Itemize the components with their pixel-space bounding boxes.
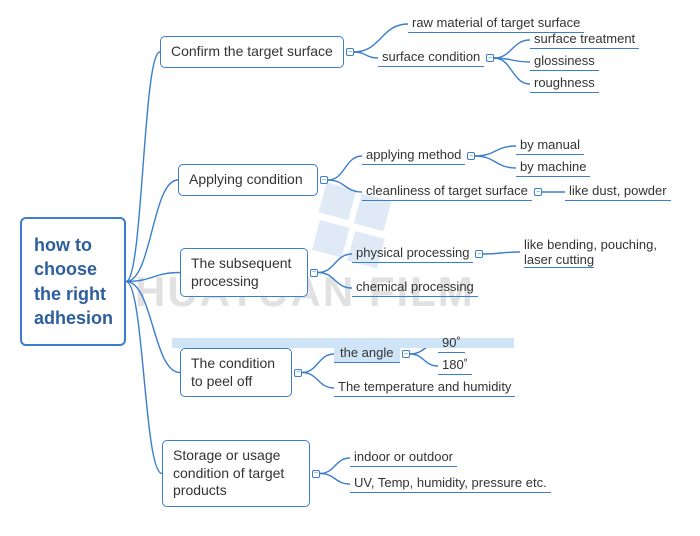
mindmap-branch: Applying condition [178, 164, 318, 196]
expand-junction-icon: − [346, 48, 354, 56]
expand-junction-icon: − [310, 269, 318, 277]
mindmap-leaf: indoor or outdoor [350, 448, 457, 467]
mindmap-branch: Confirm the target surface [160, 36, 344, 68]
mindmap-leaf: by machine [516, 158, 590, 177]
expand-junction-icon: − [486, 54, 494, 62]
mindmap-branch: Storage or usagecondition of targetprodu… [162, 440, 310, 507]
expand-junction-icon: − [294, 369, 302, 377]
mindmap-leaf: cleanliness of target surface [362, 182, 532, 201]
mindmap-leaf: glossiness [530, 52, 599, 71]
mindmap-leaf: by manual [516, 136, 584, 155]
expand-junction-icon: − [534, 188, 542, 196]
mindmap-leaf: the angle [334, 344, 400, 363]
mindmap-leaf: roughness [530, 74, 599, 93]
mindmap-leaf: chemical processing [352, 278, 478, 297]
mindmap-leaf: surface treatment [530, 30, 639, 49]
mindmap-leaf: 90˚ [438, 334, 465, 353]
expand-junction-icon: − [475, 250, 483, 258]
mindmap-leaf: The temperature and humidity [334, 378, 515, 397]
mindmap-leaf: applying method [362, 146, 465, 165]
expand-junction-icon: − [467, 152, 475, 160]
expand-junction-icon: − [312, 470, 320, 478]
mindmap-root: how tochoosethe rightadhesion [20, 217, 126, 346]
mindmap-leaf: physical processing [352, 244, 473, 263]
mindmap-leaf: like bending, pouching,laser cutting [520, 236, 661, 270]
mindmap-leaf: 180˚ [438, 356, 472, 375]
mindmap-branch: The conditionto peel off [180, 348, 292, 397]
mindmap-leaf: surface condition [378, 48, 484, 67]
mindmap-leaf: like dust, powder [565, 182, 671, 201]
expand-junction-icon: − [320, 176, 328, 184]
expand-junction-icon: − [402, 350, 410, 358]
mindmap-branch: The subsequentprocessing [180, 248, 308, 297]
mindmap-leaf: UV, Temp, humidity, pressure etc. [350, 474, 551, 493]
